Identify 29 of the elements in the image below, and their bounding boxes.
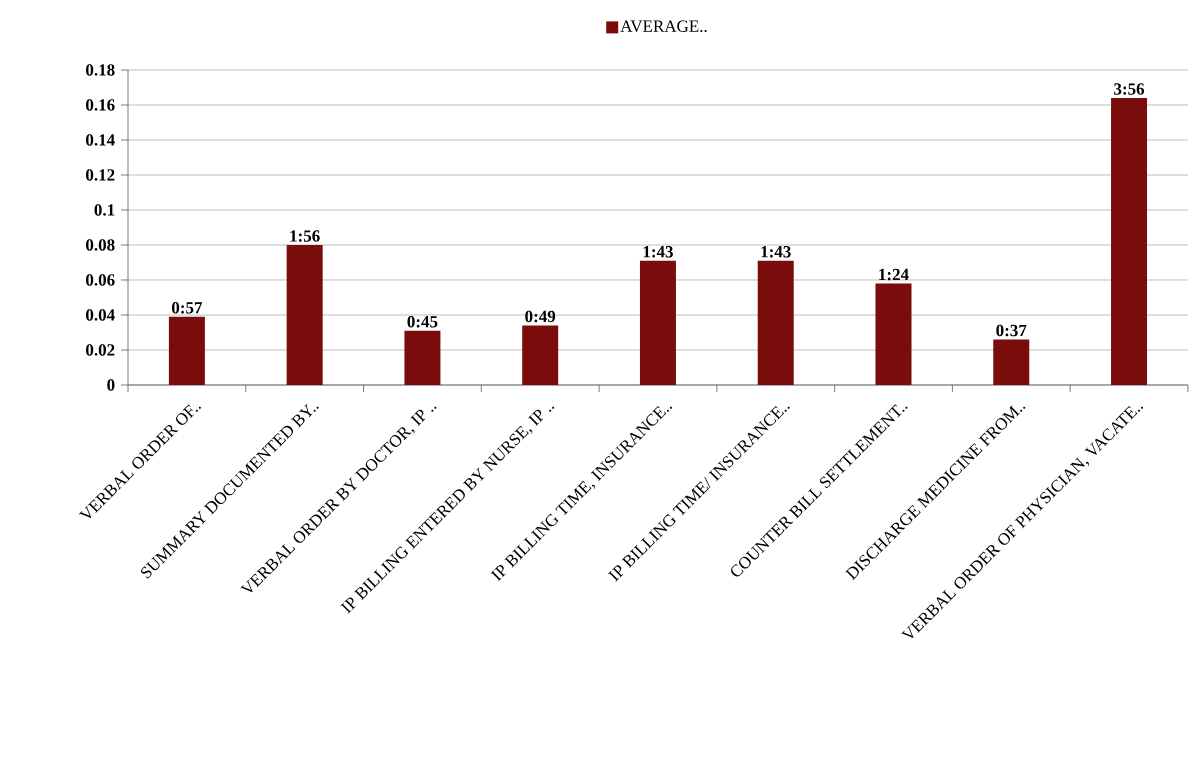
y-tick-label: 0.08 [86, 239, 115, 251]
bar [875, 283, 912, 385]
bar [1111, 97, 1148, 385]
bar [757, 260, 794, 385]
y-tick-label: 0.14 [86, 134, 115, 146]
bar [993, 339, 1030, 385]
annotation: 0:57 [171, 301, 203, 314]
annotation: 0:37 [996, 324, 1027, 337]
y-tick-label: 0.18 [86, 64, 115, 76]
y-tick-label: 0.04 [86, 309, 115, 321]
y-tick-label: 0 [107, 379, 115, 391]
bar [639, 260, 676, 385]
y-tick-label: 0.12 [86, 169, 115, 181]
annotation: 1:24 [879, 268, 909, 281]
annotation: 3:56 [1114, 83, 1145, 95]
annotation: 1:56 [290, 230, 320, 242]
bar [404, 330, 441, 385]
annotation: 0:45 [407, 315, 438, 328]
bar [168, 316, 205, 385]
y-tick-label: 0.16 [86, 99, 115, 111]
legend-label: AVERAGE.. [620, 20, 707, 32]
annotation: 1:43 [643, 246, 673, 258]
bar [522, 325, 559, 385]
annotation: 1:43 [761, 246, 791, 258]
bar [286, 244, 323, 385]
annotation: 0:49 [525, 310, 556, 323]
y-tick-label: 0.1 [94, 204, 115, 216]
y-tick-label: 0.06 [86, 274, 115, 286]
y-tick-label: 0.02 [86, 344, 115, 356]
